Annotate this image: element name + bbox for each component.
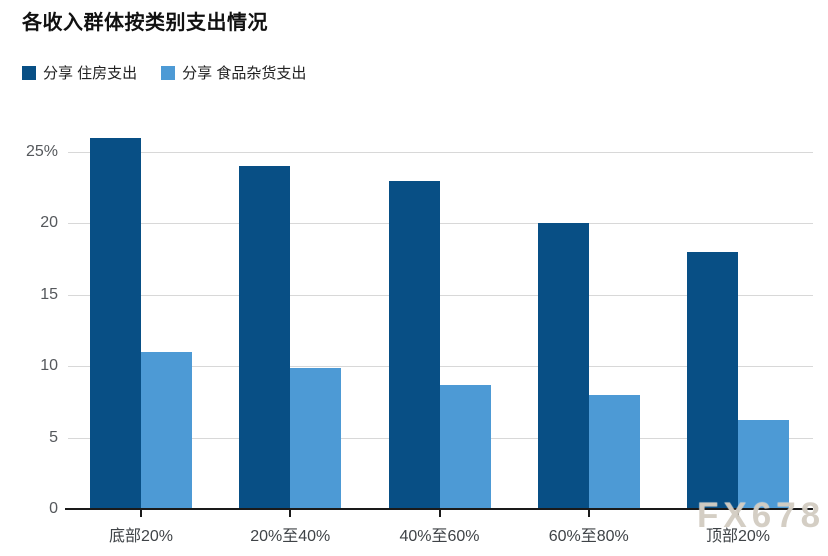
gridline bbox=[68, 152, 813, 153]
y-axis-label: 10 bbox=[40, 357, 58, 375]
legend-swatch-groceries-icon bbox=[161, 65, 176, 80]
x-axis-tick bbox=[587, 510, 590, 517]
y-axis-label: 0 bbox=[49, 500, 58, 517]
bar-housing-4 bbox=[687, 251, 738, 509]
legend-swatch-housing-icon bbox=[22, 65, 36, 80]
y-axis-label: 20 bbox=[40, 214, 58, 232]
gridline bbox=[68, 223, 813, 225]
bar-groceries-1 bbox=[290, 367, 342, 509]
bar-housing-2 bbox=[388, 180, 440, 509]
x-axis-label: 底部20% bbox=[108, 528, 174, 545]
y-axis-label: 25% bbox=[25, 143, 58, 160]
legend-label-groceries: 分享 食品杂货支出 bbox=[182, 65, 307, 82]
x-axis-label: 20%至40% bbox=[250, 528, 331, 545]
y-axis-label: 15 bbox=[40, 285, 58, 303]
legend-label-housing: 分享 住房支出 bbox=[43, 65, 138, 82]
bar-groceries-2 bbox=[439, 384, 491, 509]
chart-title: 各收入群体按类别支出情况 bbox=[22, 12, 268, 34]
y-axis-label: 5 bbox=[49, 428, 58, 446]
x-axis-tick bbox=[140, 510, 142, 517]
legend-item-groceries[interactable]: 分享 食品杂货支出 bbox=[161, 62, 306, 83]
x-axis-tick bbox=[438, 510, 441, 517]
gridline bbox=[68, 366, 813, 368]
x-axis-line bbox=[65, 508, 813, 510]
legend-item-housing[interactable]: 分享 住房支出 bbox=[22, 62, 137, 83]
bar-housing-0 bbox=[90, 137, 141, 509]
x-axis-tick bbox=[737, 510, 739, 517]
bar-housing-1 bbox=[239, 166, 291, 509]
bar-groceries-0 bbox=[141, 351, 192, 509]
x-axis-label: 40%至60% bbox=[399, 528, 480, 545]
bar-groceries-4 bbox=[738, 420, 789, 509]
gridline bbox=[68, 294, 813, 296]
bar-housing-3 bbox=[537, 223, 589, 509]
x-axis-label: 顶部20% bbox=[705, 528, 771, 545]
x-axis-tick bbox=[289, 510, 292, 517]
bar-groceries-3 bbox=[588, 394, 640, 509]
x-axis-label: 60%至80% bbox=[548, 528, 629, 545]
legend: 分享 住房支出 分享 食品杂货支出 bbox=[22, 62, 306, 83]
